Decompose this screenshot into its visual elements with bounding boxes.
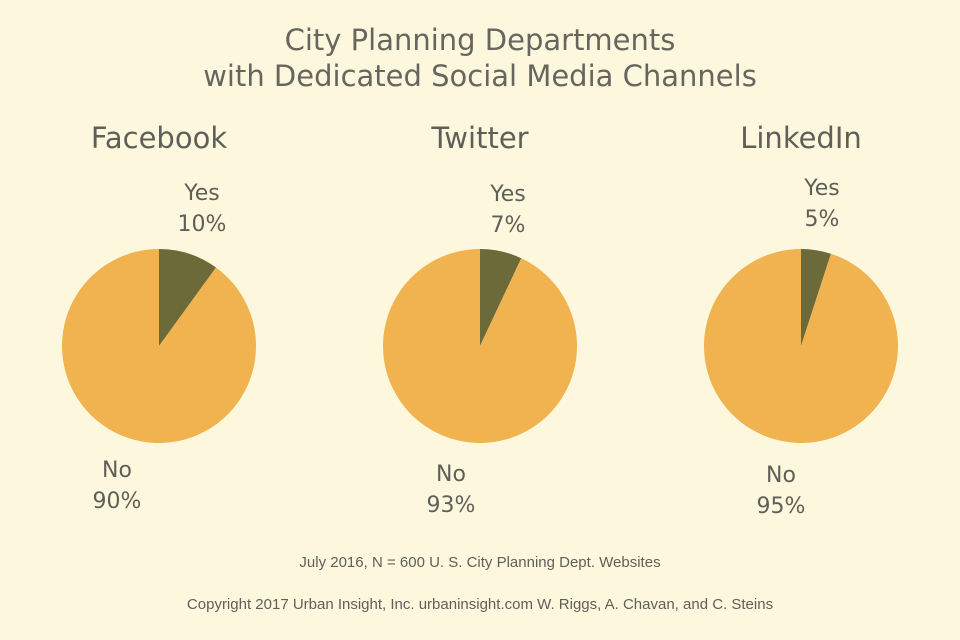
pie-title-twitter: Twitter [430, 121, 528, 155]
data-source-note: July 2016, N = 600 U. S. City Planning D… [299, 554, 661, 571]
chart-title-line-2: with Dedicated Social Media Channels [203, 59, 757, 93]
pie-title-facebook: Facebook [91, 121, 227, 155]
slice-value-facebook-no: 90% [93, 489, 142, 514]
pie-slice-linkedin-no [703, 249, 898, 443]
slice-value-linkedin-no: 95% [757, 494, 806, 519]
pie-chart-facebook: Facebook Yes 10% No 90% [61, 121, 256, 514]
chart-title-line-1: City Planning Departments [284, 23, 676, 57]
pie-slice-facebook-yes [159, 249, 217, 346]
chart-title: City Planning Departments with Dedicated… [0, 22, 960, 94]
pie-chart-twitter: Twitter Yes 7% No 93% [383, 121, 578, 518]
slice-value-linkedin-yes: 5% [805, 207, 840, 232]
pie-slice-facebook-no [61, 249, 256, 443]
slice-value-twitter-yes: 7% [491, 213, 526, 238]
pie-title-linkedin: LinkedIn [740, 121, 862, 155]
slice-label-linkedin-no: No [766, 463, 796, 488]
slice-label-facebook-yes: Yes [183, 181, 220, 206]
slice-label-linkedin-yes: Yes [803, 176, 840, 201]
slice-label-facebook-no: No [102, 458, 132, 483]
pie-chart-linkedin: LinkedIn Yes 5% No 95% [703, 121, 898, 519]
pie-slice-linkedin-yes [801, 249, 831, 346]
pie-slice-twitter-no [383, 249, 578, 443]
slice-value-facebook-yes: 10% [178, 212, 227, 237]
copyright-text: Copyright 2017 Urban Insight, Inc. urban… [186, 596, 774, 613]
slice-label-twitter-yes: Yes [489, 182, 526, 207]
pie-slice-twitter-yes [480, 249, 522, 346]
slice-label-twitter-no: No [436, 462, 466, 487]
slice-value-twitter-no: 93% [427, 493, 476, 518]
